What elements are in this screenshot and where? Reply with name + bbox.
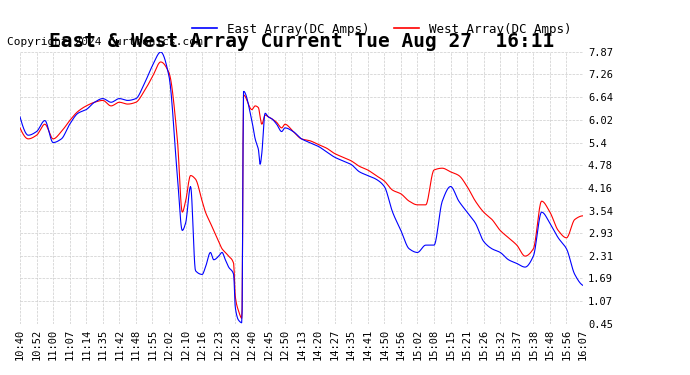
Legend: East Array(DC Amps), West Array(DC Amps): East Array(DC Amps), West Array(DC Amps): [187, 18, 577, 40]
Title: East & West Array Current Tue Aug 27  16:11: East & West Array Current Tue Aug 27 16:…: [49, 32, 554, 51]
Text: Copyright 2024 Curtronics.com: Copyright 2024 Curtronics.com: [7, 37, 203, 47]
